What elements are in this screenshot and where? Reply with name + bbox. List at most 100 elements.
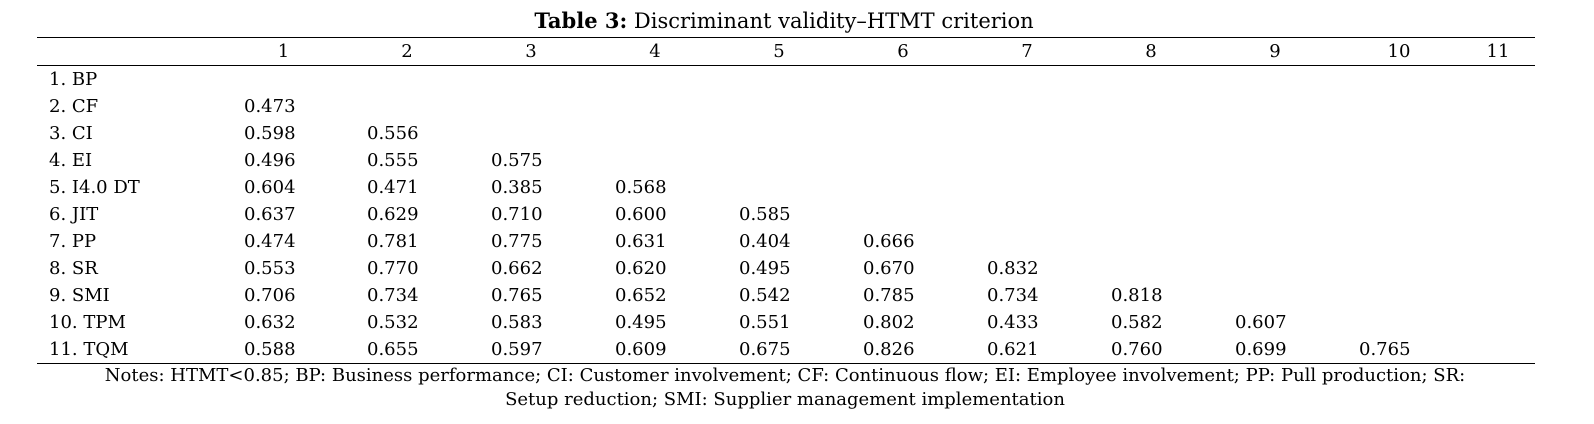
empty-cell — [1337, 120, 1461, 147]
empty-cell — [1089, 228, 1213, 255]
table-row: 4. EI 0.496 0.555 0.575 — [37, 147, 1535, 174]
empty-cell — [1213, 201, 1337, 228]
table-cell: 0.765 — [491, 285, 543, 306]
table-cell: 0.582 — [1111, 312, 1163, 333]
column-header: 4 — [593, 37, 717, 66]
table-cell: 0.600 — [615, 204, 667, 225]
empty-cell — [717, 147, 841, 174]
column-header: 5 — [717, 37, 841, 66]
table-cell: 0.781 — [367, 231, 419, 252]
column-header: 11 — [1461, 37, 1535, 66]
empty-cell — [717, 66, 841, 94]
table-cell: 0.473 — [244, 96, 296, 117]
row-label: 7. PP — [49, 231, 97, 252]
column-header: 9 — [1213, 37, 1337, 66]
column-header: 6 — [841, 37, 965, 66]
empty-cell — [1089, 201, 1213, 228]
column-header: 1 — [222, 37, 345, 66]
empty-cell — [1461, 282, 1535, 309]
table-cell: 0.585 — [739, 204, 791, 225]
empty-cell — [1089, 120, 1213, 147]
row-label: 6. JIT — [49, 204, 99, 225]
table-cell: 0.556 — [367, 123, 419, 144]
empty-cell — [1337, 174, 1461, 201]
table-cell: 0.433 — [987, 312, 1039, 333]
table-cell: 0.765 — [1337, 336, 1461, 364]
empty-cell — [841, 93, 965, 120]
table-cell: 0.620 — [615, 258, 667, 279]
empty-cell — [1089, 147, 1213, 174]
table-row: 11. TQM 0.588 0.655 0.597 0.609 0.675 0.826 0.6… — [37, 336, 1535, 364]
empty-cell — [1089, 255, 1213, 282]
empty-cell — [1461, 120, 1535, 147]
table-cell: 0.706 — [244, 285, 296, 306]
empty-cell — [1089, 93, 1213, 120]
empty-cell — [1337, 228, 1461, 255]
table-cell: 0.385 — [491, 177, 543, 198]
empty-cell — [345, 66, 469, 94]
row-label: 1. BP — [49, 69, 98, 90]
column-header: 2 — [345, 37, 469, 66]
empty-cell — [345, 93, 469, 120]
empty-cell — [1089, 66, 1213, 94]
table-cell: 0.583 — [491, 312, 543, 333]
table-row: 2. CF 0.473 — [37, 93, 1535, 120]
row-label: 9. SMI — [49, 285, 110, 306]
empty-cell — [1337, 255, 1461, 282]
row-label: 4. EI — [49, 150, 93, 171]
table-row: 1. BP — [37, 66, 1535, 94]
empty-cell — [1213, 255, 1337, 282]
empty-cell — [1213, 66, 1337, 94]
table-cell: 0.826 — [841, 336, 965, 364]
column-header: 8 — [1089, 37, 1213, 66]
table-cell: 0.710 — [491, 204, 543, 225]
empty-cell — [965, 228, 1089, 255]
table-row: 6. JIT 0.637 0.629 0.710 0.600 0.585 — [37, 201, 1535, 228]
table-row: 9. SMI 0.706 0.734 0.765 0.652 0.542 0.785 0.73… — [37, 282, 1535, 309]
table-cell: 0.575 — [491, 150, 543, 171]
empty-cell — [1461, 309, 1535, 336]
empty-cell — [222, 66, 345, 94]
empty-cell — [1461, 228, 1535, 255]
table-cell: 0.588 — [222, 336, 345, 364]
empty-cell — [717, 120, 841, 147]
table-cell: 0.609 — [593, 336, 717, 364]
table-cell: 0.632 — [244, 312, 296, 333]
table-cell: 0.568 — [615, 177, 667, 198]
empty-cell — [593, 147, 717, 174]
table-cell: 0.629 — [367, 204, 419, 225]
table-cell: 0.655 — [345, 336, 469, 364]
table-cell: 0.604 — [244, 177, 296, 198]
table-cell: 0.802 — [863, 312, 915, 333]
table-cell: 0.631 — [615, 231, 667, 252]
empty-cell — [841, 120, 965, 147]
table-row: 7. PP 0.474 0.781 0.775 0.631 0.404 0.666 — [37, 228, 1535, 255]
empty-cell — [593, 66, 717, 94]
empty-cell — [469, 120, 593, 147]
table-body: 1. BP 2. CF 0.473 3. CI 0.598 0.556 4. EI 0.496… — [37, 66, 1535, 364]
table-cell: 0.637 — [244, 204, 296, 225]
table-cell: 0.555 — [367, 150, 419, 171]
column-header: 7 — [965, 37, 1089, 66]
htmt-table: 1 2 3 4 5 6 7 8 9 10 11 1. BP 2. CF 0.473 3… — [37, 37, 1535, 364]
empty-cell — [841, 201, 965, 228]
empty-cell — [717, 93, 841, 120]
empty-cell — [1337, 201, 1461, 228]
table-cell: 0.597 — [469, 336, 593, 364]
table-cell: 0.532 — [367, 312, 419, 333]
empty-cell — [1213, 147, 1337, 174]
table-cell: 0.675 — [717, 336, 841, 364]
empty-cell — [1337, 93, 1461, 120]
table-cell: 0.495 — [739, 258, 791, 279]
table-row: 5. I4.0 DT 0.604 0.471 0.385 0.568 — [37, 174, 1535, 201]
empty-cell — [841, 147, 965, 174]
table-cell: 0.598 — [244, 123, 296, 144]
empty-cell — [965, 66, 1089, 94]
table-row: 3. CI 0.598 0.556 — [37, 120, 1535, 147]
table-caption-text: Discriminant validity–HTMT criterion — [633, 9, 1034, 33]
table-cell: 0.542 — [739, 285, 791, 306]
table-row: 10. TPM 0.632 0.532 0.583 0.495 0.551 0.802 0.4… — [37, 309, 1535, 336]
table-header-row: 1 2 3 4 5 6 7 8 9 10 11 — [37, 37, 1535, 66]
empty-cell — [1337, 309, 1461, 336]
empty-cell — [965, 174, 1089, 201]
